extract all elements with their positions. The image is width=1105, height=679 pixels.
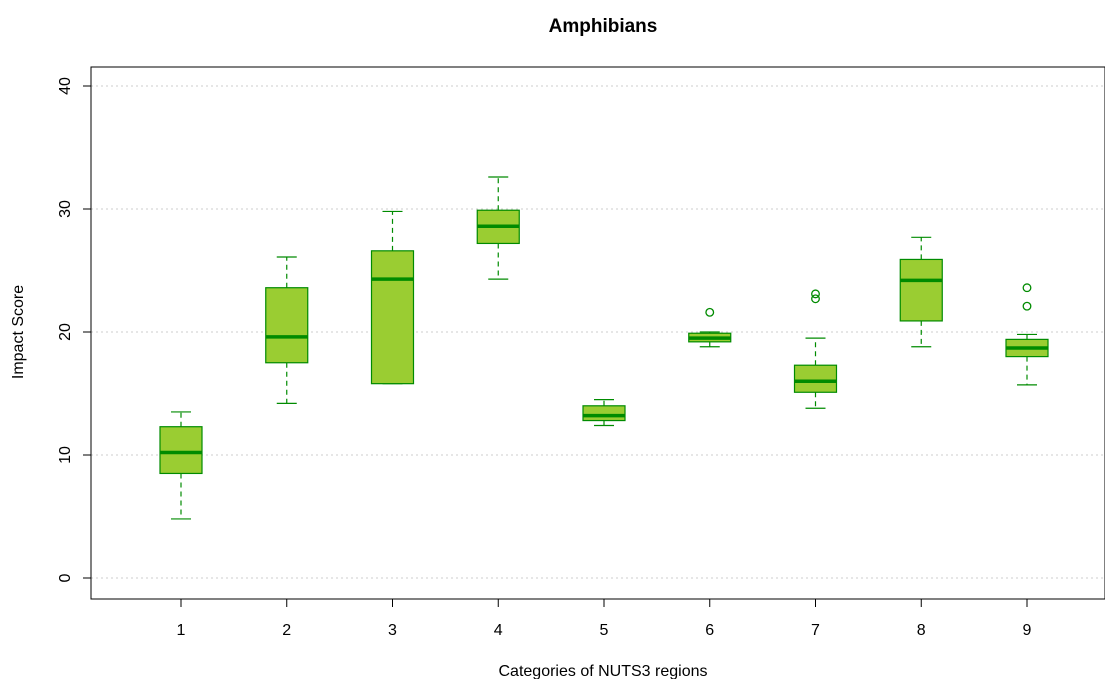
x-tick-label: 9 xyxy=(1023,622,1032,639)
x-tick-label: 5 xyxy=(600,622,609,639)
y-tick-label: 40 xyxy=(57,77,74,95)
y-tick-label: 30 xyxy=(57,200,74,218)
box-2 xyxy=(265,256,309,404)
x-tick-label: 2 xyxy=(282,622,291,639)
outlier-point xyxy=(811,289,820,299)
x-axis-label: Categories of NUTS3 regions xyxy=(499,663,708,679)
box-9 xyxy=(1005,283,1049,386)
y-axis-label: Impact Score xyxy=(10,285,27,379)
x-tick-label: 6 xyxy=(705,622,714,639)
box-3 xyxy=(370,210,415,385)
grid-lines xyxy=(91,85,1105,579)
box-body xyxy=(899,258,943,322)
outlier-point xyxy=(1022,283,1032,293)
box-body xyxy=(265,287,309,364)
box-body xyxy=(370,250,415,385)
x-tick-label: 3 xyxy=(388,622,397,639)
plot-frame xyxy=(90,66,1105,600)
box-body xyxy=(159,426,203,475)
box-6 xyxy=(688,307,732,348)
x-tick-label: 4 xyxy=(494,622,503,639)
x-tick-label: 1 xyxy=(177,622,186,639)
box-7 xyxy=(793,289,838,409)
x-tick-label: 8 xyxy=(917,622,926,639)
box-5 xyxy=(582,399,626,427)
box-series xyxy=(159,176,1049,520)
box-body xyxy=(793,364,838,393)
y-tick-label: 10 xyxy=(57,446,74,464)
outlier-point xyxy=(705,307,715,317)
x-tick-label: 7 xyxy=(811,622,820,639)
y-tick-label: 20 xyxy=(57,323,74,341)
box-body xyxy=(582,405,626,422)
outlier-point xyxy=(1022,301,1032,311)
y-tick-label: 0 xyxy=(57,573,74,582)
axes: 0 10 20 30 40 1 2 3 4 5 6 7 8 9 xyxy=(57,77,1031,639)
box-1 xyxy=(159,411,203,520)
outlier-point xyxy=(811,294,820,304)
chart-title: Amphibians xyxy=(549,16,658,37)
box-4 xyxy=(476,176,520,280)
box-8 xyxy=(899,236,943,348)
